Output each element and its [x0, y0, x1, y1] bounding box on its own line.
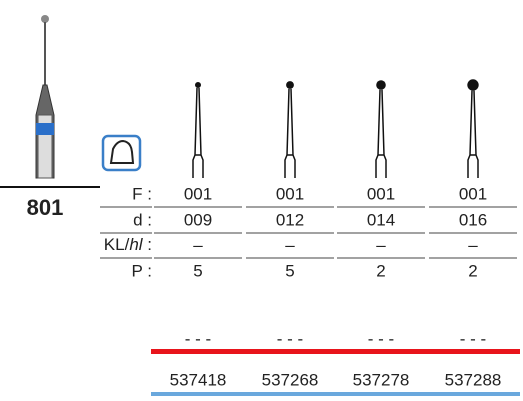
status: - - -	[460, 329, 486, 348]
cell: 001	[367, 184, 395, 203]
row-label: KL/hl :	[104, 235, 152, 254]
bur-head	[467, 79, 479, 91]
cell: 5	[193, 261, 202, 280]
bur-body	[467, 90, 479, 178]
order-number: 537288	[445, 370, 502, 389]
cell: 001	[184, 184, 212, 203]
icon-tooth	[109, 139, 135, 164]
cell: 001	[459, 184, 487, 203]
cell: 5	[285, 261, 294, 280]
blue-bar	[243, 392, 337, 396]
bur-head	[195, 82, 201, 88]
bur-body	[284, 88, 296, 178]
order-number: 537278	[353, 370, 410, 389]
columns: 001 009 – 5 - - - 537418 001 012 – 5 - - - 537268 00…	[100, 79, 520, 396]
status: - - -	[185, 329, 211, 348]
order-number: 537418	[170, 370, 227, 389]
row-label: F :	[132, 184, 152, 203]
bur-ring	[36, 123, 54, 135]
status: - - -	[277, 329, 303, 348]
cell: –	[376, 235, 386, 254]
cell: 012	[276, 210, 304, 229]
bur-head	[376, 80, 386, 90]
red-bar	[151, 349, 245, 354]
blue-bar	[151, 392, 245, 396]
row-label-part: hl	[129, 235, 143, 254]
blue-bar	[334, 392, 428, 396]
product-code: 801	[27, 195, 64, 220]
red-bar	[426, 349, 520, 354]
cell: –	[193, 235, 203, 254]
red-bar	[334, 349, 428, 354]
status: - - -	[368, 329, 394, 348]
row-label: d :	[133, 210, 152, 229]
cell: 001	[276, 184, 304, 203]
cell: 014	[367, 210, 395, 229]
red-bar	[243, 349, 337, 354]
cell: 016	[459, 210, 487, 229]
bur-head	[286, 81, 294, 89]
row-label: P :	[132, 261, 152, 280]
cell: –	[285, 235, 295, 254]
icon-frame	[101, 134, 142, 172]
blue-bar	[426, 392, 520, 396]
cell: –	[468, 235, 478, 254]
cell: 009	[184, 210, 212, 229]
cell: 2	[468, 261, 477, 280]
order-number: 537268	[262, 370, 319, 389]
shape-icon	[101, 134, 142, 172]
bur-illustration	[35, 15, 55, 179]
bur-body	[192, 87, 204, 178]
row-label-part: KL/	[104, 235, 130, 254]
row-label-part: :	[143, 235, 152, 254]
bur-head	[41, 15, 49, 23]
bur-body	[375, 89, 387, 178]
cell: 2	[376, 261, 385, 280]
